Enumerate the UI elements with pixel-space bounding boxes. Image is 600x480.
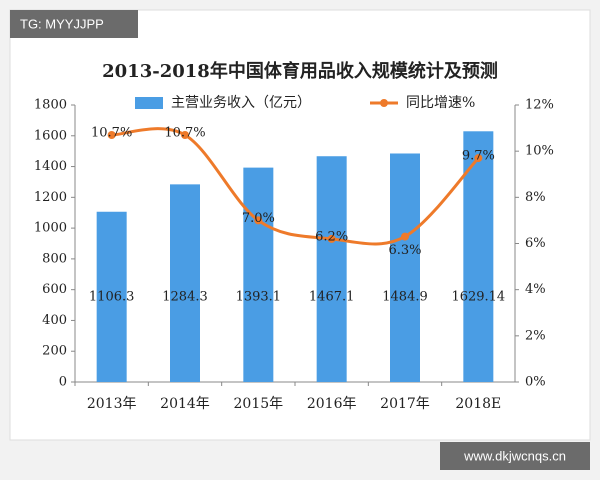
x-tick-label: 2018E [455, 396, 501, 412]
legend-label: 同比增速% [406, 95, 475, 111]
bar-value-label: 1106.3 [89, 290, 135, 305]
line-value-label: 6.2% [315, 229, 348, 244]
bar [243, 167, 274, 382]
x-tick-label: 2013年 [87, 396, 137, 412]
bar-value-label: 1393.1 [236, 290, 282, 305]
line-point [327, 234, 336, 243]
y2-tick-label: 0% [525, 375, 546, 390]
bar [316, 156, 347, 382]
legend-swatch [135, 97, 163, 109]
url-text: www.dkjwcnqs.cn [463, 448, 566, 463]
line-point [181, 131, 189, 140]
line-point [254, 216, 263, 225]
y2-tick-label: 10% [525, 144, 554, 159]
bar [96, 211, 127, 382]
y-tick-label: 1800 [34, 98, 67, 113]
tag-text: TG: MYYJJPP [20, 16, 104, 31]
bar-value-label: 1467.1 [309, 290, 355, 305]
y2-tick-label: 4% [525, 282, 546, 297]
x-tick-label: 2014年 [160, 396, 210, 412]
y-tick-label: 1600 [34, 128, 67, 143]
chart-title: 2013-2018年中国体育用品收入规模统计及预测 [102, 60, 498, 82]
line-value-label: 9.7% [462, 149, 495, 164]
line-value-label: 7.0% [242, 211, 275, 226]
y-tick-label: 600 [42, 282, 67, 297]
url-box [440, 442, 590, 470]
bar [170, 184, 200, 382]
y-tick-label: 800 [42, 251, 67, 266]
line-point [401, 232, 409, 241]
legend-label: 主营业务收入（亿元） [171, 95, 311, 111]
y2-tick-label: 8% [525, 190, 546, 205]
y2-tick-label: 12% [525, 98, 554, 113]
line-value-label: 6.3% [388, 243, 421, 258]
bar-value-label: 1284.3 [162, 290, 208, 305]
bar-value-label: 1484.9 [382, 290, 428, 305]
bar-value-label: 1629.14 [451, 290, 505, 305]
y-tick-label: 1200 [34, 190, 67, 205]
x-tick-label: 2017年 [380, 396, 430, 412]
y-tick-label: 0 [59, 375, 67, 390]
legend-swatch-point [380, 99, 388, 107]
line-value-label: 10.7% [91, 126, 132, 141]
line-point [474, 154, 483, 163]
line-value-label: 10.7% [164, 126, 205, 141]
bar [463, 131, 494, 382]
y-tick-label: 400 [42, 313, 67, 328]
y-tick-label: 200 [42, 344, 67, 359]
y2-tick-label: 6% [525, 236, 546, 251]
y-tick-label: 1400 [34, 159, 67, 174]
bar [390, 153, 420, 382]
x-tick-label: 2016年 [307, 396, 357, 412]
tag-box [10, 10, 138, 38]
x-tick-label: 2015年 [234, 396, 284, 412]
y-tick-label: 1000 [34, 221, 67, 236]
y2-tick-label: 2% [525, 328, 546, 343]
line-point [107, 131, 116, 140]
